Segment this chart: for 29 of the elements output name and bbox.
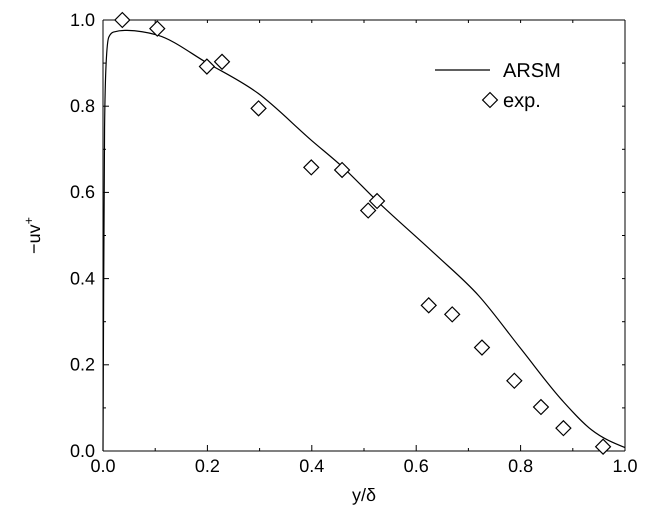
y-tick-label: 0.2 (70, 354, 95, 375)
point (595, 438, 612, 455)
y-tick-label: 0.6 (70, 182, 95, 202)
x-tick-label: 0.4 (299, 456, 324, 476)
point (420, 297, 437, 314)
point (114, 12, 130, 28)
legend-label: exp. (503, 90, 541, 112)
x-tick-label: 0.2 (194, 456, 220, 476)
point (360, 202, 376, 219)
point (250, 100, 267, 116)
point (214, 54, 230, 70)
point (369, 193, 386, 210)
point (532, 399, 549, 416)
point (303, 159, 320, 176)
y-tick-label: 0.8 (70, 96, 95, 116)
y-tick-label: 1.0 (70, 10, 95, 30)
point (474, 340, 490, 356)
point (149, 20, 166, 37)
legend-label: ARSM (503, 60, 561, 82)
y-tick-label: 0.4 (70, 268, 95, 288)
x-tick-label: 0.6 (404, 456, 429, 476)
x-tick-label: 1.0 (612, 456, 638, 476)
x-tick-label: 0.8 (508, 456, 534, 476)
point (334, 162, 350, 178)
point (506, 372, 522, 389)
x-axis-title: y/δ (352, 485, 376, 505)
point (198, 58, 215, 75)
point (444, 306, 460, 322)
point (555, 420, 572, 436)
